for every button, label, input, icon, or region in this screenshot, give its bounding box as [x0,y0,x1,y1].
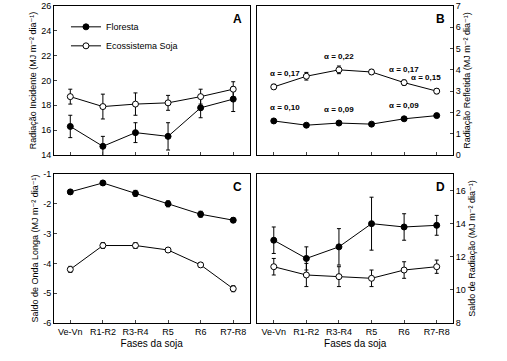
svg-text:α = 0,10: α = 0,10 [270,103,300,112]
svg-text:4: 4 [456,65,461,75]
svg-text:Ecossistema Soja: Ecossistema Soja [106,41,178,51]
svg-text:14: 14 [41,150,51,160]
svg-text:-5: -5 [43,288,51,298]
svg-text:5: 5 [456,44,461,54]
svg-text:B: B [436,12,445,26]
svg-text:2: 2 [456,108,461,118]
svg-text:R6: R6 [398,327,410,337]
svg-text:-3: -3 [43,229,51,239]
svg-text:A: A [233,12,242,26]
svg-text:Radiação Refletida (MJ m⁻² dia: Radiação Refletida (MJ m⁻² dia⁻¹) [462,12,472,149]
svg-text:R3-R4: R3-R4 [122,327,148,337]
svg-text:α = 0,22: α = 0,22 [324,52,354,61]
svg-text:α = 0,17: α = 0,17 [389,65,419,74]
svg-text:α = 0,15: α = 0,15 [411,73,441,82]
svg-text:Ve-Vn: Ve-Vn [262,327,287,337]
svg-text:-1: -1 [43,169,51,179]
svg-text:C: C [233,180,242,194]
svg-text:7: 7 [456,1,461,11]
svg-text:R5: R5 [162,327,174,337]
svg-text:16: 16 [456,186,466,196]
svg-text:α = 0,17: α = 0,17 [270,69,300,78]
svg-text:-6: -6 [43,318,51,328]
svg-text:R7-R8: R7-R8 [424,327,450,337]
svg-text:26: 26 [41,1,51,11]
svg-text:Fases da soja: Fases da soja [121,338,184,349]
svg-text:R1-R2: R1-R2 [90,327,116,337]
svg-text:Saldo de Radiação (MJ m⁻² dia⁻: Saldo de Radiação (MJ m⁻² dia⁻¹) [467,180,477,317]
svg-text:α = 0,09: α = 0,09 [324,105,354,114]
svg-text:R3-R4: R3-R4 [326,327,352,337]
svg-text:10: 10 [456,285,466,295]
svg-text:Saldo de Onda Longa (MJ m⁻² di: Saldo de Onda Longa (MJ m⁻² dia⁻¹) [30,174,40,322]
svg-text:8: 8 [456,318,461,328]
svg-text:R7-R8: R7-R8 [220,327,246,337]
svg-text:Fases da soja: Fases da soja [324,338,387,349]
svg-text:18: 18 [41,100,51,110]
svg-text:1: 1 [456,129,461,139]
svg-text:0: 0 [456,150,461,160]
svg-text:24: 24 [41,26,51,36]
svg-text:6: 6 [456,22,461,32]
svg-text:R6: R6 [195,327,207,337]
svg-text:Ve-Vn: Ve-Vn [58,327,83,337]
svg-text:Floresta: Floresta [106,22,139,32]
svg-text:-2: -2 [43,199,51,209]
svg-text:α = 0,09: α = 0,09 [389,101,419,110]
svg-text:20: 20 [41,76,51,86]
svg-text:12: 12 [456,252,466,262]
svg-text:-4: -4 [43,259,51,269]
svg-text:16: 16 [41,125,51,135]
svg-text:R5: R5 [366,327,378,337]
svg-text:D: D [436,180,445,194]
svg-text:14: 14 [456,219,466,229]
svg-text:3: 3 [456,86,461,96]
svg-text:22: 22 [41,51,51,61]
svg-text:R1-R2: R1-R2 [293,327,319,337]
svg-text:Radiação Incidente (MJ m⁻² dia: Radiação Incidente (MJ m⁻² dia⁻¹) [28,12,38,150]
